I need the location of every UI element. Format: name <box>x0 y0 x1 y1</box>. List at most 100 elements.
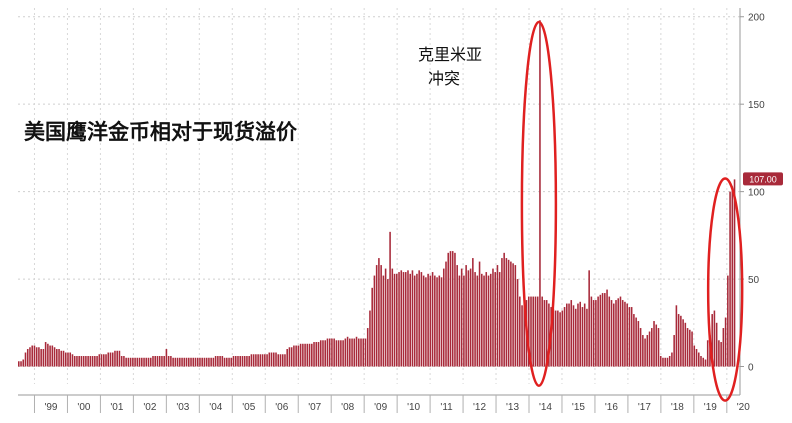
bar-179 <box>418 270 420 367</box>
bar-36 <box>98 354 101 367</box>
x-tick-label-4: '03 <box>176 402 189 413</box>
bar-6 <box>31 345 33 367</box>
bar-297 <box>682 319 684 367</box>
bar-67 <box>167 356 170 367</box>
bar-172 <box>402 272 405 367</box>
bar-191 <box>445 261 447 367</box>
bar-134 <box>317 342 320 367</box>
x-tick-label-14: '13 <box>506 402 519 413</box>
bar-47 <box>123 356 125 367</box>
bar-284 <box>653 321 655 367</box>
bar-149 <box>351 338 353 367</box>
y-tick-label-0: 0 <box>748 363 754 374</box>
bar-257 <box>592 300 595 367</box>
bar-175 <box>409 273 411 367</box>
bar-243 <box>561 310 564 367</box>
bar-70 <box>174 357 177 367</box>
annotation-line-1: 克里米亚 <box>418 45 482 64</box>
bar-307 <box>704 359 707 367</box>
bar-75 <box>185 357 188 367</box>
bar-260 <box>599 294 602 367</box>
bar-273 <box>628 307 631 367</box>
bar-15 <box>51 345 54 367</box>
bar-306 <box>702 357 705 367</box>
bar-148 <box>349 338 351 367</box>
bar-111 <box>266 354 268 367</box>
bar-186 <box>434 275 436 367</box>
bar-18 <box>58 349 60 367</box>
bar-193 <box>449 251 452 367</box>
bar-269 <box>619 296 622 367</box>
bar-90 <box>219 356 221 367</box>
bar-79 <box>194 357 197 367</box>
bar-213 <box>494 272 496 367</box>
bar-144 <box>340 340 342 367</box>
bar-127 <box>302 343 304 367</box>
bar-48 <box>125 357 127 367</box>
bar-41 <box>109 352 112 367</box>
bar-298 <box>684 322 687 367</box>
bar-139 <box>328 338 331 367</box>
bar-136 <box>322 340 324 367</box>
bar-261 <box>601 293 604 367</box>
bar-183 <box>427 273 429 367</box>
bar-196 <box>456 265 458 367</box>
bar-226 <box>523 305 526 367</box>
x-tick-label-11: '10 <box>407 402 420 413</box>
y-tick-label-3: 150 <box>748 100 765 111</box>
bar-88 <box>214 356 217 367</box>
bar-154 <box>362 338 365 367</box>
bar-268 <box>617 298 620 367</box>
bar-299 <box>686 328 689 367</box>
bar-141 <box>333 338 335 367</box>
bar-83 <box>203 357 206 367</box>
bar-7 <box>33 345 36 367</box>
bar-5 <box>29 347 31 367</box>
bar-244 <box>563 307 566 367</box>
bar-4 <box>26 349 29 367</box>
bar-216 <box>501 258 503 367</box>
bar-55 <box>141 357 143 367</box>
bar-178 <box>416 273 418 367</box>
bar-50 <box>129 357 132 367</box>
bar-14 <box>49 345 51 367</box>
bar-270 <box>621 300 624 367</box>
x-tick-label-8: '07 <box>308 402 321 413</box>
bar-132 <box>313 342 315 367</box>
bar-52 <box>134 357 136 367</box>
bar-290 <box>666 357 669 367</box>
bar-198 <box>460 268 463 367</box>
bar-101 <box>243 356 246 367</box>
bar-118 <box>281 354 284 367</box>
bar-163 <box>382 275 385 367</box>
bar-68 <box>170 356 172 367</box>
bar-263 <box>606 289 608 367</box>
bar-302 <box>693 345 696 367</box>
bar-305 <box>700 356 702 367</box>
bar-289 <box>664 357 666 367</box>
bar-119 <box>284 354 286 367</box>
bar-151 <box>355 336 358 367</box>
bar-318 <box>729 191 731 367</box>
bar-215 <box>498 272 501 367</box>
bar-142 <box>335 340 338 367</box>
bar-231 <box>534 296 537 367</box>
bar-124 <box>295 345 297 367</box>
bar-184 <box>429 275 432 367</box>
bar-26 <box>76 356 78 367</box>
bar-43 <box>114 350 116 367</box>
bar-286 <box>657 328 660 367</box>
bar-276 <box>635 317 637 367</box>
bar-82 <box>201 357 203 367</box>
bar-157 <box>369 310 371 367</box>
bar-308 <box>706 340 709 367</box>
x-tick-label-9: '08 <box>341 402 354 413</box>
bar-86 <box>210 357 212 367</box>
bar-182 <box>425 277 427 367</box>
bar-128 <box>304 343 306 367</box>
bar-72 <box>179 357 181 367</box>
y-tick-label-2: 100 <box>748 188 765 199</box>
bar-228 <box>527 296 530 367</box>
bar-173 <box>404 272 407 367</box>
bar-46 <box>120 356 123 367</box>
